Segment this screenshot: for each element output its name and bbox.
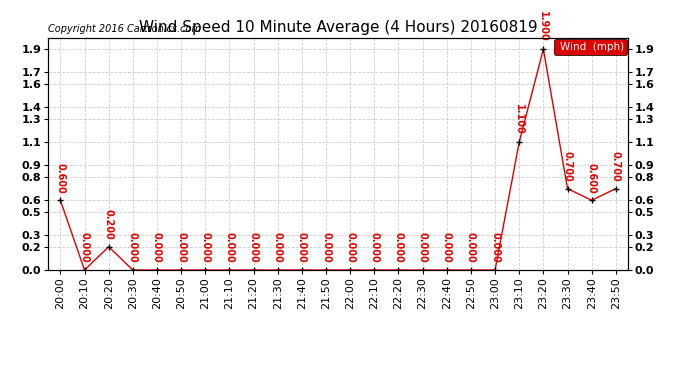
Text: 0.000: 0.000 [128,232,138,263]
Text: 0.200: 0.200 [104,209,114,240]
Text: 0.000: 0.000 [152,232,162,263]
Text: 0.000: 0.000 [442,232,452,263]
Text: 0.600: 0.600 [586,162,597,193]
Text: 0.000: 0.000 [490,232,500,263]
Title: Wind Speed 10 Minute Average (4 Hours) 20160819: Wind Speed 10 Minute Average (4 Hours) 2… [139,20,538,35]
Text: 1.100: 1.100 [514,104,524,135]
Text: 0.700: 0.700 [562,151,573,182]
Text: 0.700: 0.700 [611,151,621,182]
Legend: Wind  (mph): Wind (mph) [554,39,627,55]
Text: Copyright 2016 Cartronics.com: Copyright 2016 Cartronics.com [48,24,201,34]
Text: 0.000: 0.000 [176,232,186,263]
Text: 0.000: 0.000 [466,232,476,263]
Text: 0.000: 0.000 [273,232,283,263]
Text: 0.000: 0.000 [224,232,235,263]
Text: 0.000: 0.000 [297,232,307,263]
Text: 0.000: 0.000 [200,232,210,263]
Text: 1.900: 1.900 [538,11,549,42]
Text: 0.000: 0.000 [369,232,380,263]
Text: 0.000: 0.000 [345,232,355,263]
Text: 0.000: 0.000 [417,232,428,263]
Text: 0.000: 0.000 [79,232,90,263]
Text: 0.000: 0.000 [321,232,331,263]
Text: 0.600: 0.600 [55,162,66,193]
Text: 0.000: 0.000 [248,232,259,263]
Text: 0.000: 0.000 [393,232,404,263]
